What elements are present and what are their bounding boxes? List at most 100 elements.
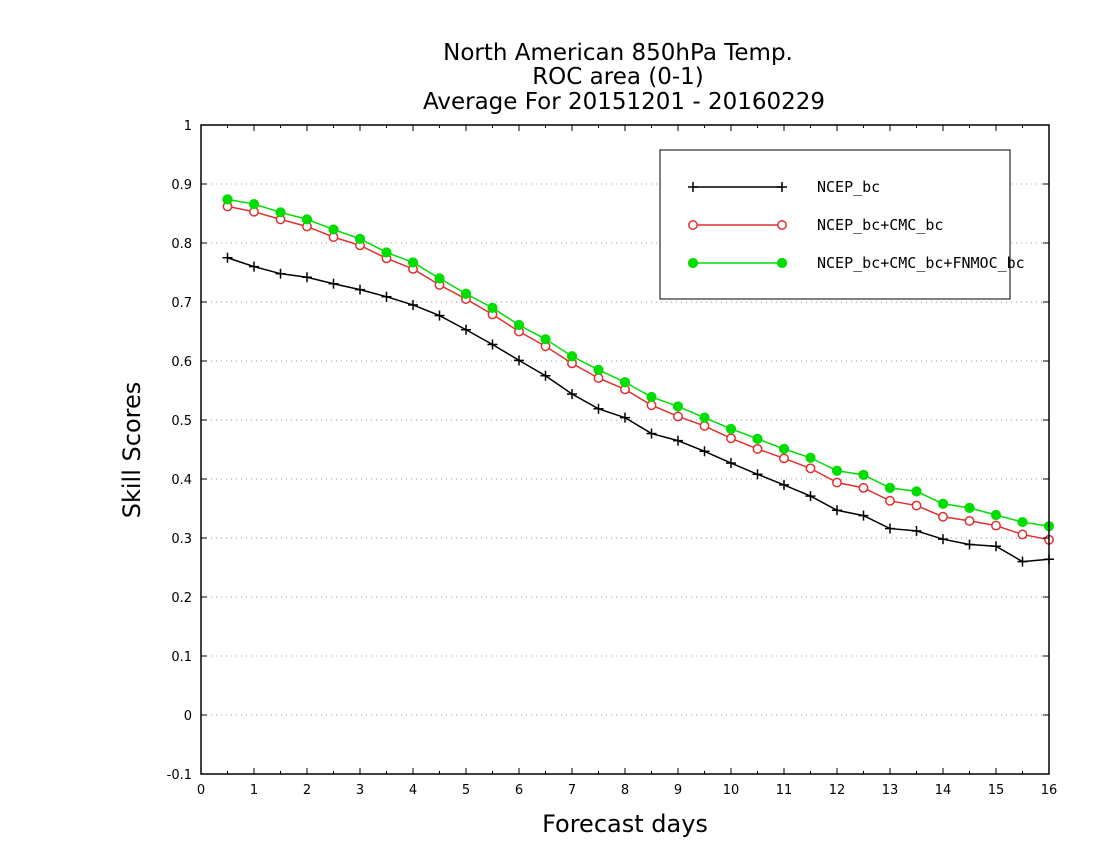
data-point xyxy=(1017,529,1028,540)
data-point xyxy=(938,511,948,522)
x-tick-label: 6 xyxy=(515,783,523,798)
x-tick-label: 2 xyxy=(303,783,311,798)
data-point xyxy=(858,482,869,493)
data-point xyxy=(249,261,259,272)
data-point xyxy=(513,319,525,331)
data-point xyxy=(778,443,790,455)
data-point xyxy=(593,373,604,384)
data-point xyxy=(779,479,789,490)
x-tick-label: 9 xyxy=(674,783,682,798)
y-tick-label: 1 xyxy=(184,119,192,134)
x-tick-label: 12 xyxy=(829,783,846,798)
data-point xyxy=(646,391,657,403)
data-point xyxy=(275,207,286,218)
x-tick-label: 16 xyxy=(1041,783,1058,798)
data-point xyxy=(990,509,1002,521)
y-tick-label: 0 xyxy=(184,709,192,724)
data-point xyxy=(858,469,869,480)
y-tick-label: 0.4 xyxy=(171,473,192,488)
y-tick-label: 0.5 xyxy=(171,414,192,429)
y-tick-label: 0.8 xyxy=(171,237,192,252)
data-point xyxy=(619,377,631,388)
data-point xyxy=(434,273,445,284)
legend-marker xyxy=(777,182,787,192)
data-point xyxy=(699,412,710,423)
data-point xyxy=(858,510,869,521)
data-point xyxy=(566,351,578,362)
data-point xyxy=(885,523,895,534)
legend-marker xyxy=(776,257,788,269)
legend-label: NCEP_bc xyxy=(817,178,880,196)
legend-marker xyxy=(688,182,698,192)
series-line xyxy=(227,257,1050,563)
data-point xyxy=(461,324,471,335)
x-tick-label: 11 xyxy=(776,783,793,798)
data-point xyxy=(964,502,975,514)
data-point xyxy=(301,214,313,225)
x-axis-title: Forecast days xyxy=(542,810,708,838)
data-point xyxy=(991,541,1001,552)
x-tick-label: 3 xyxy=(356,783,364,798)
data-point xyxy=(752,469,763,480)
data-point xyxy=(354,233,366,244)
data-series xyxy=(222,194,1055,567)
y-axis-title: Skill Scores xyxy=(118,382,146,519)
data-point xyxy=(673,411,683,422)
legend-marker xyxy=(688,220,698,230)
x-tick-label: 5 xyxy=(462,783,470,798)
legend-label: NCEP_bc+CMC_bc xyxy=(817,216,943,234)
data-point xyxy=(938,534,948,545)
y-tick-label: -0.1 xyxy=(167,768,192,783)
data-point xyxy=(328,224,339,235)
data-point xyxy=(725,423,737,434)
data-point xyxy=(646,428,657,439)
x-tick-label: 1 xyxy=(250,783,258,798)
legend: NCEP_bc NCEP_bc+CMC_bc NCEP_bc+CMC_bc+FNMO… xyxy=(659,149,1025,300)
x-tick-label: 13 xyxy=(882,783,899,798)
data-point xyxy=(302,272,312,283)
x-tick-label: 10 xyxy=(723,783,740,798)
data-point xyxy=(222,194,233,205)
data-point xyxy=(911,486,922,497)
y-tick-label: 0.9 xyxy=(171,178,192,193)
title-line-3: Average For 20151201 - 20160229 xyxy=(423,89,825,115)
series-1 xyxy=(222,252,1054,567)
y-tick-label: 0.1 xyxy=(171,650,192,665)
data-point xyxy=(884,482,896,493)
x-tick-label: 15 xyxy=(988,783,1005,798)
data-point xyxy=(832,477,842,488)
data-point xyxy=(1017,556,1028,567)
data-point xyxy=(407,257,419,268)
title-line-1: North American 850hPa Temp. xyxy=(443,40,793,66)
x-tick-label: 7 xyxy=(568,783,576,798)
data-point xyxy=(514,355,524,366)
legend-entry-3: NCEP_bc+CMC_bc+FNMOC_bc xyxy=(687,254,1025,272)
data-point xyxy=(222,252,233,263)
y-tick-label: 0.7 xyxy=(171,296,192,311)
x-tick-label: 14 xyxy=(935,783,952,798)
data-point xyxy=(964,515,975,526)
x-tick-label: 4 xyxy=(409,783,417,798)
legend-label: NCEP_bc+CMC_bc+FNMOC_bc xyxy=(817,254,1025,272)
data-point xyxy=(328,278,339,289)
data-point xyxy=(752,433,763,444)
data-point xyxy=(805,452,816,463)
data-point xyxy=(540,334,551,345)
data-point xyxy=(752,443,763,454)
data-point xyxy=(937,498,949,509)
data-point xyxy=(1017,516,1028,528)
x-axis-ticks: 0 1 2 3 4 5 6 7 8 9 10 11 12 13 14 15 16 xyxy=(197,125,1057,798)
y-axis-ticks: -0.1 0 0.1 0.2 0.3 0.4 0.5 0.6 0.7 0.8 0.9 1 xyxy=(167,119,1049,783)
data-point xyxy=(726,433,736,444)
data-point xyxy=(248,198,260,210)
y-tick-label: 0.3 xyxy=(171,532,192,547)
data-point xyxy=(540,370,551,381)
legend-marker xyxy=(687,257,699,269)
data-point xyxy=(408,299,418,310)
data-point xyxy=(593,403,604,414)
x-tick-label: 0 xyxy=(197,783,205,798)
data-point xyxy=(911,525,922,536)
data-point xyxy=(434,310,445,321)
data-point xyxy=(964,539,975,550)
